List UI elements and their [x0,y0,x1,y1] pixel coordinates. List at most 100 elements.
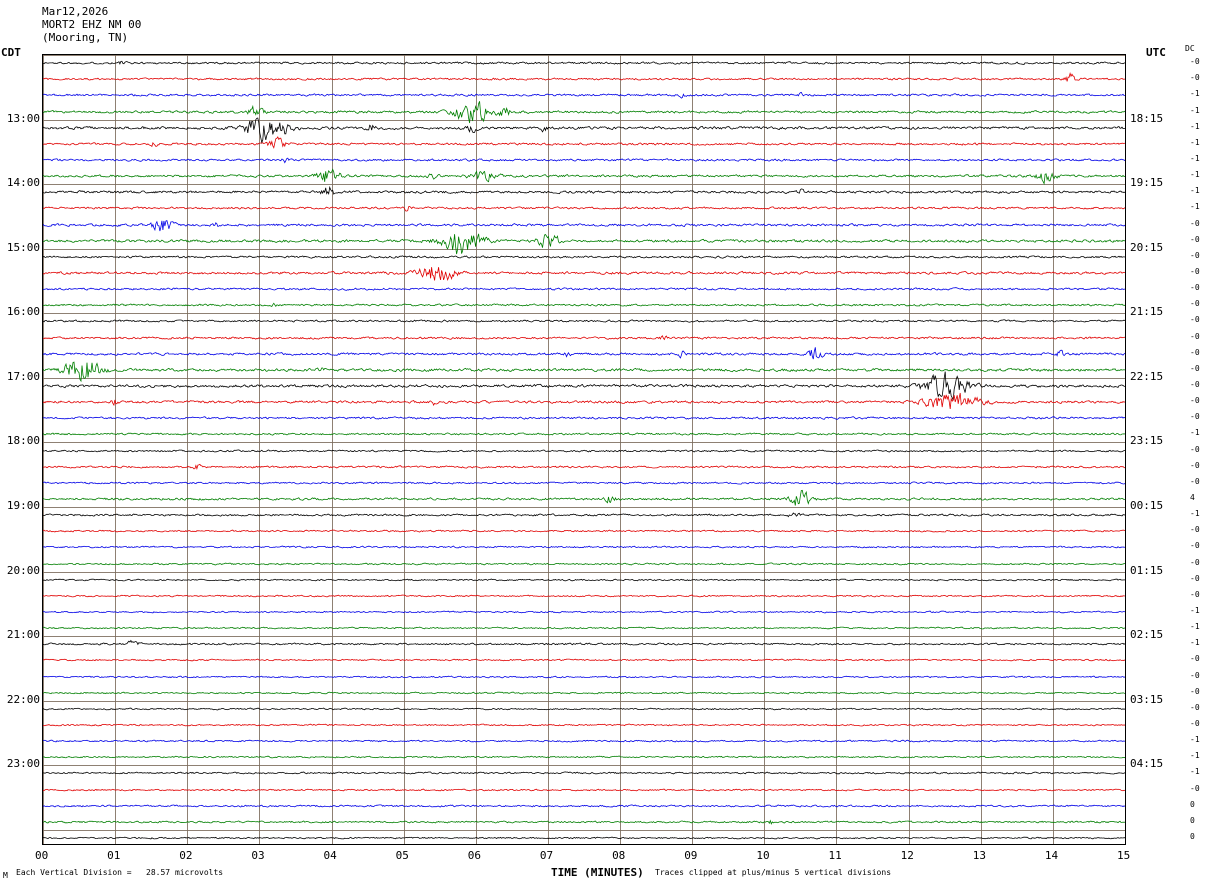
seismogram-trace [43,414,1125,454]
dc-value-tick: -1 [1190,751,1200,761]
dc-value-tick: -0 [1190,557,1200,567]
right-axis-label: UTC [1146,46,1166,59]
seismogram-trace [43,350,1125,390]
dc-axis-label: DC [1185,44,1195,53]
seismogram-trace [43,237,1125,277]
seismogram-trace [43,592,1125,632]
header-date: Mar12,2026 [42,5,109,18]
dc-value-tick: -1 [1190,509,1200,519]
dc-value-tick: -0 [1190,702,1200,712]
seismogram-trace [43,818,1125,844]
x-axis-tick: 08 [612,849,626,862]
vertical-gridline [331,55,333,844]
horizontal-gridline [43,249,1125,250]
seismogram-trace [43,124,1125,164]
seismogram-trace [43,172,1125,212]
vertical-gridline [764,55,766,844]
seismogram-trace [43,221,1125,261]
horizontal-gridline [43,55,1125,56]
right-time-tick: 01:15 [1130,563,1164,577]
seismogram-trace [43,657,1125,697]
horizontal-gridline [43,572,1125,573]
header-station: MORT2 EHZ NM 00 [42,18,142,31]
left-time-tick: 22:00 [6,692,40,706]
dc-value-tick: -0 [1190,573,1200,583]
left-time-tick: 21:00 [6,628,40,642]
seismogram-trace [43,721,1125,761]
dc-value-tick: -0 [1190,331,1200,341]
dc-value-tick: -1 [1190,137,1200,147]
dc-value-tick: -0 [1190,250,1200,260]
seismogram-trace [43,188,1125,228]
seismogram-trace [43,770,1125,810]
seismogram-trace [43,108,1125,148]
dc-value-tick: -0 [1190,218,1200,228]
seismogram-trace [43,92,1125,132]
x-axis-tick: 09 [684,849,698,862]
vertical-gridline [1052,55,1054,844]
right-time-tick: 20:15 [1130,240,1164,254]
dc-value-tick: -0 [1190,299,1200,309]
dc-value-tick: -0 [1190,686,1200,696]
seismogram-trace [43,511,1125,551]
x-axis-tick: 06 [467,849,482,862]
seismogram-trace [43,608,1125,648]
x-axis-tick: 13 [972,849,986,862]
vertical-gridline [692,55,694,844]
dc-value-tick: -1 [1190,638,1200,648]
seismogram-trace [43,140,1125,180]
vertical-gridline [259,55,261,844]
dc-value-tick: 0 [1190,831,1195,841]
x-axis-tick: 00 [35,849,49,862]
seismogram-trace [43,689,1125,729]
vertical-gridline [836,55,838,844]
dc-value-tick: -0 [1190,347,1200,357]
seismogram-trace [43,802,1125,842]
dc-value-tick: -0 [1190,444,1200,454]
seismogram-trace [43,431,1125,471]
seismogram-plot [42,54,1126,845]
seismogram-trace [43,59,1125,99]
horizontal-gridline [43,442,1125,443]
right-time-tick: 19:15 [1130,176,1164,190]
dc-value-tick: -0 [1190,363,1200,373]
vertical-gridline [620,55,622,844]
vertical-gridline [547,55,549,844]
x-axis-title: TIME (MINUTES) [551,866,644,879]
right-time-tick: 22:15 [1130,369,1164,383]
dc-value-tick: 0 [1190,799,1195,809]
header-location: (Mooring, TN) [42,31,129,44]
seismogram-trace [43,479,1125,519]
left-axis-label: CDT [1,46,21,59]
x-axis-tick: 10 [756,849,770,862]
vertical-gridline [908,55,910,844]
x-axis-tick: 02 [179,849,193,862]
seismogram-trace [43,398,1125,438]
dc-value-tick: -0 [1190,73,1200,83]
left-time-tick: 23:00 [6,757,40,771]
dc-value-tick: -1 [1190,605,1200,615]
vertical-gridline [187,55,189,844]
seismogram-trace [43,786,1125,826]
dc-value-tick: -0 [1190,718,1200,728]
right-time-tick: 21:15 [1130,305,1164,319]
horizontal-gridline [43,120,1125,121]
seismogram-trace [43,301,1125,341]
seismogram-trace [43,576,1125,616]
right-time-tick: 04:15 [1130,757,1164,771]
x-axis-tick: 04 [323,849,337,862]
horizontal-gridline [43,184,1125,185]
x-axis-tick: 05 [395,849,409,862]
right-time-tick: 02:15 [1130,628,1164,642]
vertical-gridline [115,55,117,844]
footer-clip-note: Traces clipped at plus/minus 5 vertical … [655,868,892,877]
left-time-tick: 17:00 [6,369,40,383]
dc-value-tick: -0 [1190,315,1200,325]
dc-value-tick: -0 [1190,412,1200,422]
seismogram-trace [43,334,1125,374]
seismogram-trace [43,705,1125,745]
x-axis-tick: 07 [539,849,554,862]
x-axis-tick: 15 [1117,849,1131,862]
seismogram-trace [43,269,1125,309]
